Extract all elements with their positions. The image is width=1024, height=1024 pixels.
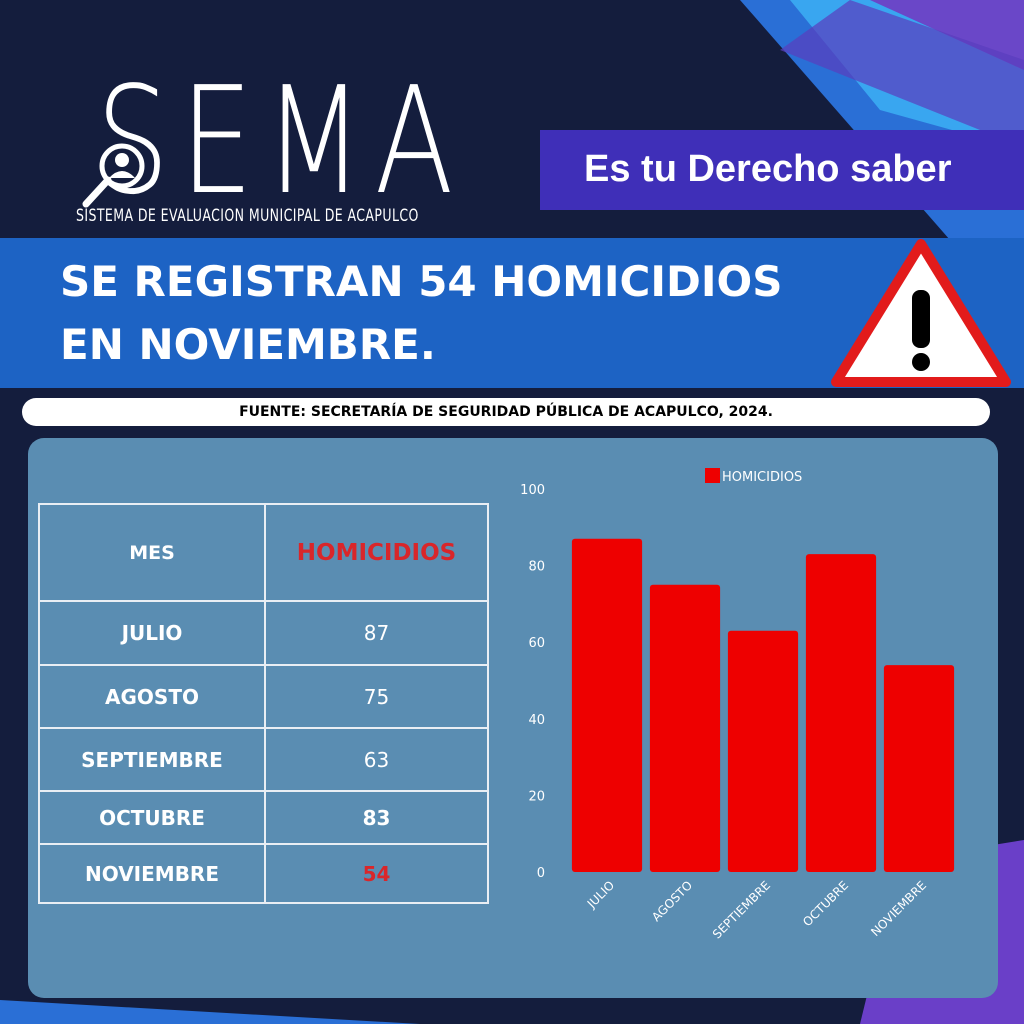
row-value: 54 <box>264 843 489 904</box>
sema-logo: SEMA SISTEMA DE EVALUACION MUNICIPAL DE … <box>74 66 454 236</box>
legend-swatch <box>705 468 720 483</box>
headline: SE REGISTRAN 54 HOMICIDIOS EN NOVIEMBRE. <box>60 250 782 376</box>
logo-word: SEMA <box>96 55 465 227</box>
homicides-table: MES HOMICIDIOS JULIO 87 AGOSTO 75 SEPTIE… <box>38 503 489 904</box>
legend-label: HOMICIDIOS <box>722 470 802 485</box>
headline-line-2: EN NOVIEMBRE. <box>60 320 436 369</box>
table-row: NOVIEMBRE 54 <box>38 843 489 904</box>
logo-subtitle: SISTEMA DE EVALUACION MUNICIPAL DE ACAPU… <box>76 206 419 226</box>
x-tick-label: AGOSTO <box>649 878 695 924</box>
bar <box>805 554 877 872</box>
y-tick-label: 60 <box>528 636 545 651</box>
bar <box>649 584 721 872</box>
y-tick-label: 0 <box>537 866 545 881</box>
row-value: 75 <box>264 664 489 729</box>
x-tick-label: OCTUBRE <box>800 878 851 929</box>
row-value: 83 <box>264 790 489 845</box>
y-tick-label: 20 <box>528 789 545 804</box>
headline-line-1: SE REGISTRAN 54 HOMICIDIOS <box>60 257 783 306</box>
magnifier-person-icon <box>82 143 145 208</box>
table-header-row: MES HOMICIDIOS <box>38 503 489 602</box>
x-tick-label: SEPTIEMBRE <box>710 878 773 941</box>
x-tick-label: NOVIEMBRE <box>868 878 929 939</box>
row-month: SEPTIEMBRE <box>38 727 266 792</box>
header-homicidios: HOMICIDIOS <box>264 503 489 602</box>
tagline-banner: Es tu Derecho saber <box>540 130 1024 210</box>
row-value: 63 <box>264 727 489 792</box>
y-tick-label: 40 <box>528 713 545 728</box>
row-month: JULIO <box>38 600 266 666</box>
row-value: 87 <box>264 600 489 666</box>
y-tick-label: 80 <box>528 560 545 575</box>
table-row: SEPTIEMBRE 63 <box>38 727 489 792</box>
bar <box>571 538 643 872</box>
source-note: FUENTE: SECRETARÍA DE SEGURIDAD PÚBLICA … <box>22 398 990 426</box>
table-row: JULIO 87 <box>38 600 489 666</box>
row-month: NOVIEMBRE <box>38 843 266 904</box>
homicides-bar-chart: 0 20 40 60 80 100 JULIO AGOSTO SEPTIEMBRE OCTUBRE… <box>520 468 955 941</box>
table-row: OCTUBRE 83 <box>38 790 489 845</box>
row-month: OCTUBRE <box>38 790 266 845</box>
warning-icon <box>831 239 1011 387</box>
y-tick-label: 100 <box>520 483 545 498</box>
row-month: AGOSTO <box>38 664 266 729</box>
header-mes: MES <box>38 503 266 602</box>
bar <box>727 630 799 872</box>
tagline-text: Es tu Derecho saber <box>584 148 952 190</box>
bar <box>883 665 955 872</box>
table-row: AGOSTO 75 <box>38 664 489 729</box>
x-tick-label: JULIO <box>584 878 617 911</box>
